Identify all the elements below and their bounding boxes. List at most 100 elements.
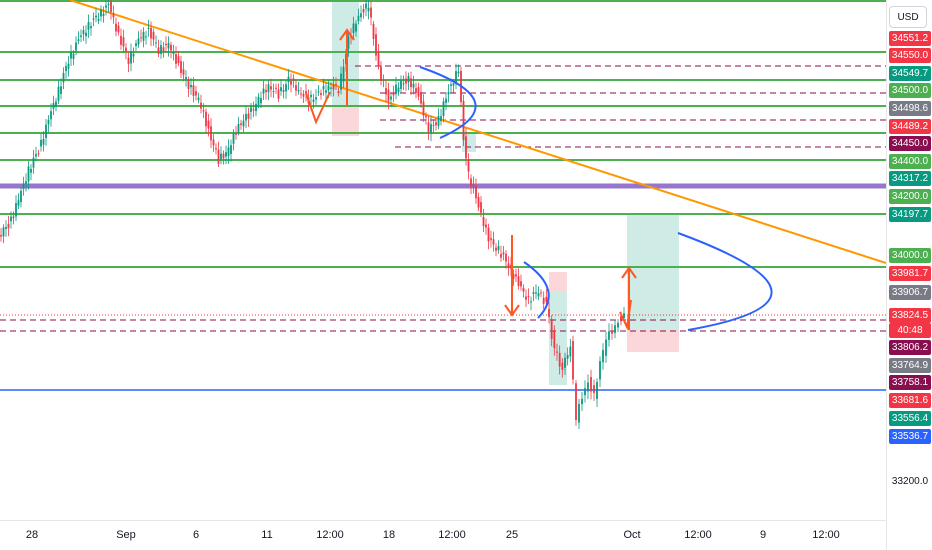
- candle-body: [70, 52, 72, 59]
- curve-drawing-3[interactable]: [677, 232, 773, 331]
- candle-body: [277, 89, 280, 99]
- candle-body: [190, 84, 192, 88]
- candle-body: [37, 153, 40, 155]
- candle-body: [267, 84, 270, 93]
- candle-body: [320, 93, 322, 96]
- candle-body: [242, 120, 245, 127]
- time-tick-label: 12:00: [684, 529, 712, 541]
- candle-body: [465, 136, 467, 159]
- time-scale[interactable]: 28 Sep 6 11 12:00 18 12:00 25 Oct 12:00 9 12:00: [0, 520, 886, 550]
- candle-body: [472, 184, 475, 187]
- candle-body: [425, 116, 427, 118]
- time-tick-label: 28: [25, 529, 39, 541]
- time-tick-label: 12:00: [316, 529, 344, 541]
- down-arrow[interactable]: [504, 235, 520, 317]
- candle-body: [270, 86, 272, 90]
- candle-body: [590, 377, 592, 392]
- candle-body: [402, 83, 405, 85]
- candle-body: [100, 9, 102, 17]
- candle-body: [157, 47, 160, 54]
- price-label: 34200.0: [889, 188, 931, 204]
- candle-body: [548, 308, 550, 317]
- candle-body: [280, 87, 282, 92]
- candle-body: [230, 145, 232, 154]
- long-position-stop-zone-3[interactable]: [627, 330, 679, 352]
- candle-body: [482, 216, 485, 227]
- price-label: 33556.4: [889, 410, 931, 426]
- candle-body: [337, 91, 340, 94]
- candle-body: [147, 27, 150, 29]
- arrow-drawings: [305, 28, 637, 331]
- candle-body: [197, 97, 200, 101]
- candle-body: [195, 91, 197, 96]
- candle-body: [117, 25, 120, 33]
- candle-body: [427, 122, 430, 133]
- candle-body: [290, 80, 292, 85]
- candle-body: [52, 103, 55, 109]
- horizontal-levels: [0, 0, 886, 391]
- candle-body: [47, 119, 50, 125]
- candle-body: [355, 23, 357, 32]
- candle-body: [330, 87, 332, 89]
- up-arrow[interactable]: [339, 28, 355, 105]
- candle-body: [122, 37, 125, 47]
- candle-body: [540, 292, 542, 294]
- price-label: 33681.6: [889, 392, 931, 408]
- candle-body: [475, 186, 477, 199]
- candle-body: [525, 296, 527, 300]
- candle-body: [593, 385, 595, 393]
- zigzag-arrow[interactable]: [619, 299, 632, 331]
- price-label: 33806.2: [889, 339, 931, 355]
- chart-area[interactable]: [0, 0, 886, 520]
- candle-body: [172, 51, 175, 54]
- candle-body: [467, 159, 470, 172]
- price-chart[interactable]: [0, 0, 886, 520]
- candle-body: [285, 84, 287, 92]
- currency-button[interactable]: USD: [889, 6, 927, 28]
- time-tick-label: 12:00: [812, 529, 840, 541]
- long-position-stop-zone-1[interactable]: [332, 108, 359, 136]
- candle-body: [42, 138, 45, 145]
- candle-body: [282, 90, 285, 92]
- candle-body: [422, 101, 425, 116]
- candle-body: [365, 3, 367, 9]
- candle-body: [545, 296, 548, 302]
- candle-body: [142, 31, 145, 41]
- candle-body: [485, 224, 487, 228]
- curve-drawing-2[interactable]: [523, 261, 550, 319]
- candle-body: [417, 87, 420, 97]
- price-label: 34549.7: [889, 65, 931, 81]
- candle-body: [310, 94, 312, 98]
- candle-body: [262, 88, 265, 94]
- candle-body: [295, 85, 297, 91]
- short-position-stop-zone[interactable]: [549, 272, 567, 292]
- candle-body: [225, 152, 227, 157]
- candle-body: [55, 101, 57, 107]
- candle-body: [550, 319, 553, 339]
- candle-body: [287, 76, 290, 83]
- trend-line[interactable]: [69, 0, 886, 264]
- candle-body: [357, 15, 360, 22]
- time-tick-label: 18: [382, 529, 396, 541]
- price-scale[interactable]: 34551.2 34550.0 34549.7 34500.0 34498.6 34489…: [886, 0, 932, 550]
- candle-body: [420, 91, 422, 104]
- candle-body: [564, 357, 566, 368]
- long-position-target-zone-3[interactable]: [627, 214, 679, 330]
- candle-body: [430, 124, 432, 134]
- candle-body: [227, 147, 230, 156]
- curve-drawing-1[interactable]: [419, 66, 477, 139]
- candle-body: [90, 26, 92, 29]
- candle-body: [617, 322, 619, 328]
- candle-body: [556, 351, 558, 353]
- candle-body: [45, 124, 47, 139]
- candle-body: [77, 39, 80, 42]
- candle-body: [20, 190, 22, 203]
- candle-body: [140, 37, 142, 39]
- candle-body: [212, 139, 215, 146]
- candlestick-series: [0, 0, 625, 429]
- candle-body: [22, 183, 25, 189]
- zigzag-arrow[interactable]: [305, 91, 331, 125]
- candle-body: [60, 86, 62, 94]
- price-label: 33764.9: [889, 357, 931, 373]
- candle-body: [302, 93, 305, 97]
